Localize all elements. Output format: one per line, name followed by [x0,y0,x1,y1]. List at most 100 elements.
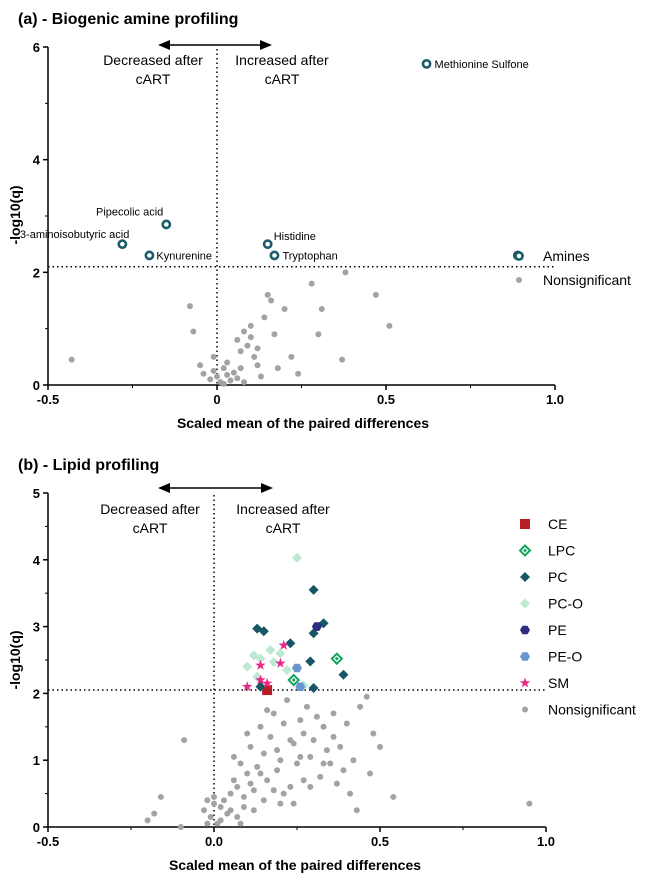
panel-a-point-amines [262,239,273,250]
panel-b-point-nonsignificant [204,820,211,827]
panel-b-point-nonsignificant [307,753,314,760]
panel-b-point-nonsignificant [217,803,224,810]
panel-b-point-nonsignificant [240,803,247,810]
panel-b-point-pc-o [255,653,266,664]
panel-a-point-nonsignificant [315,331,322,338]
panel-a-point-nonsignificant [264,291,271,298]
panel-b-point-nonsignificant [247,743,254,750]
panel-a-point-nonsignificant [227,377,234,384]
panel-a-point-nonsignificant [342,269,349,276]
panel-b-point-nonsignificant [317,773,324,780]
panel-b-point-nonsignificant [244,730,251,737]
panel-b-point-sm [261,677,273,688]
panel-a-decreased-label-line1: Decreased after [103,52,203,68]
panel-b-x-tick-label: 0.5 [371,834,389,849]
panel-b-point-pc [258,626,269,637]
panel-b-point-ce [262,685,273,696]
panel-a-biogenic-amine-chart: (a) - Biogenic amine profiling -0.5 0 0.5 1… [7,11,631,431]
panel-a-x-tick-label: 1.0 [546,392,564,407]
panel-b-point-nonsignificant [260,750,267,757]
panel-b-point-nonsignificant [157,793,164,800]
panel-b-y-tick-label: 5 [33,486,40,501]
panel-b-point-nonsignificant [280,720,287,727]
panel-a-point-nonsignificant [254,345,261,352]
panel-b-y-tick-label: 0 [33,820,40,835]
panel-b-legend-marker [520,519,530,529]
panel-b-point-nonsignificant [330,733,337,740]
panel-b-point-nonsignificant [237,760,244,767]
panel-a-y-tick-label: 0 [33,378,40,393]
panel-b-point-nonsignificant [144,817,151,824]
panel-a-point-nonsignificant [386,322,393,329]
panel-a-point-label: Tryptophan [282,250,337,262]
panel-a-point-nonsignificant [190,328,197,335]
panel-b-point-nonsignificant [211,800,217,807]
panel-a-x-tick-label: -0.5 [37,392,59,407]
panel-a-point-nonsignificant [224,371,231,378]
panel-b-point-nonsignificant [244,770,251,777]
panel-a-point-nonsignificant [268,297,275,304]
panel-b-legend-label: SM [548,675,569,691]
panel-a-legend-marker [514,251,524,261]
panel-b-point-nonsignificant [260,797,267,804]
panel-b-point-nonsignificant [343,720,350,727]
panel-b-point-nonsignificant [220,797,227,804]
panel-b-point-nonsignificant [250,787,257,794]
panel-b-legend-marker [522,706,528,713]
panel-b-point-nonsignificant [327,760,334,767]
panel-b-point-nonsignificant [207,813,214,820]
panel-a-point-nonsignificant [210,353,217,360]
panel-a-point-nonsignificant [295,370,302,377]
panel-a-point-nonsignificant [241,379,248,386]
panel-a-point-nonsignificant [254,362,261,369]
panel-a-point-nonsignificant [251,353,258,360]
panel-a-point-nonsignificant [220,380,227,387]
panel-b-y-axis-label: -log10(q) [7,630,23,689]
panel-a-point-nonsignificant [281,305,288,312]
panel-b-point-nonsignificant [254,763,261,770]
panel-b-arrow-left-head [158,483,170,493]
panel-b-legend-label: PE-O [548,649,582,665]
panel-b-point-nonsignificant [227,790,234,797]
panel-b-point-nonsignificant [370,730,377,737]
panel-b-point-nonsignificant [297,753,304,760]
panel-a-point-nonsignificant [234,375,241,382]
panel-a-point-nonsignificant [197,362,204,369]
panel-b-arrow-right-head [261,483,273,493]
panel-b-point-nonsignificant [340,767,347,774]
panel-b-y-tick-label: 4 [33,553,41,568]
panel-b-point-nonsignificant [287,783,294,790]
panel-a-title: (a) - Biogenic amine profiling [18,11,238,28]
panel-a-point-nonsignificant [318,305,325,312]
panel-a-y-tick-label: 6 [33,40,40,55]
panel-b-y-tick-label: 2 [33,686,40,701]
panel-b-point-sm [278,639,289,650]
panel-a-point-amines [144,250,155,261]
panel-b-point-nonsignificant [320,723,327,730]
panel-b-point-nonsignificant [234,783,241,790]
panel-a-increased-label-line1: Increased after [235,52,329,68]
panel-b-point-nonsignificant [277,800,284,807]
panel-a-point-nonsignificant [274,365,281,372]
panel-b-point-nonsignificant [300,730,307,737]
panel-b-point-nonsignificant [300,777,307,784]
panel-a-point-nonsignificant [200,370,207,377]
panel-b-point-pc [308,584,319,595]
panel-b-point-nonsignificant [307,783,314,790]
panel-b-point-nonsignificant [313,713,320,720]
panel-b-decreased-label-line1: Decreased after [100,501,200,517]
panel-a-point-nonsignificant [247,322,254,329]
panel-b-x-axis-label: Scaled mean of the paired differences [169,857,421,873]
panel-b-legend-label: PE [548,622,567,638]
panel-b-point-sm [255,674,266,685]
panel-a-y-tick-label: 2 [33,265,40,280]
panel-b-point-nonsignificant [247,780,254,787]
panel-b-point-nonsignificant [237,820,244,827]
panel-b-point-nonsignificant [264,777,271,784]
panel-b-point-pc-o [275,648,286,659]
panel-b-x-tick-label: -0.5 [37,834,59,849]
panel-b-point-nonsignificant [151,810,158,817]
panel-a-point-nonsignificant [224,359,231,366]
panel-a-point-amines [161,219,172,230]
panel-a-point-amines [421,59,432,69]
